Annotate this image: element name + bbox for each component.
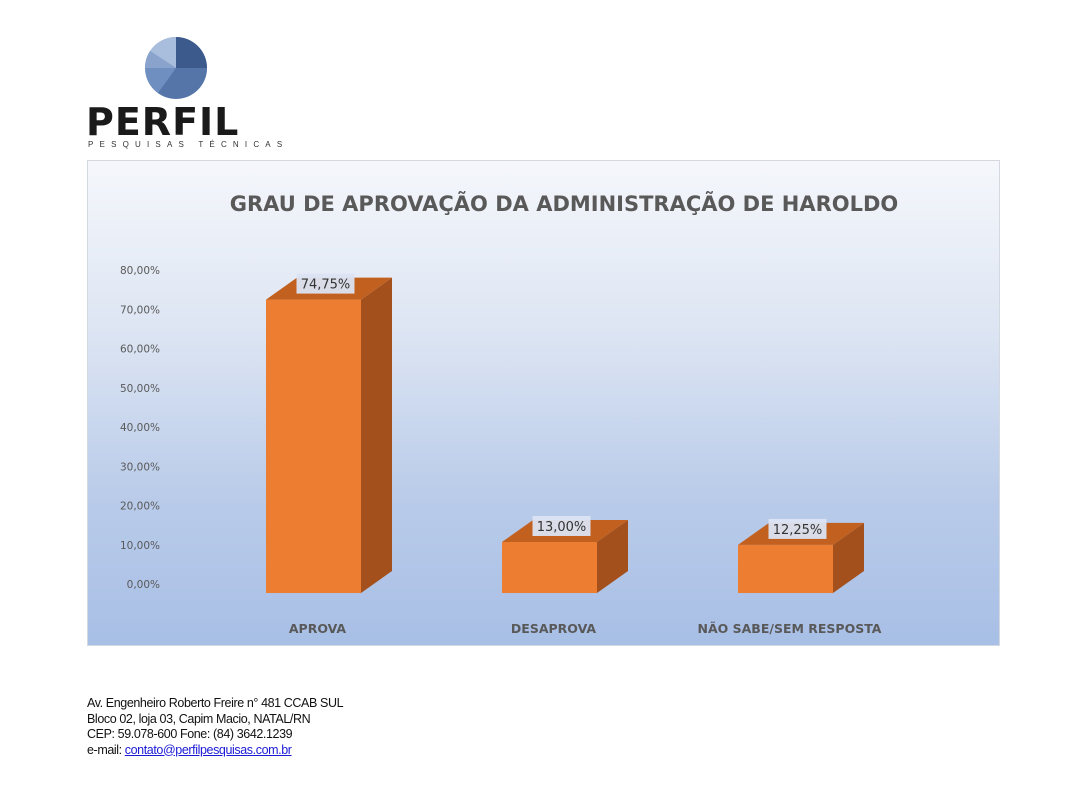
data-label: 74,75% — [301, 278, 351, 293]
email-line: e-mail: contato@perfilpesquisas.com.br — [87, 743, 343, 759]
logo-tagline: PESQUISAS TÉCNICAS — [88, 140, 289, 149]
y-tick-label: 20,00% — [120, 501, 160, 513]
data-label: 13,00% — [537, 520, 587, 535]
category-label: DESAPROVA — [511, 621, 596, 636]
bar-side — [597, 519, 628, 593]
bar-front — [502, 541, 597, 593]
data-label: 12,25% — [773, 523, 823, 538]
category-label: NÃO SABE/SEM RESPOSTA — [698, 621, 882, 636]
email-label: e-mail: — [87, 742, 125, 757]
x-axis: APROVA DESAPROVA NÃO SABE/SEM RESPOSTA — [289, 621, 882, 636]
category-label: APROVA — [289, 621, 347, 636]
y-tick-label: 0,00% — [127, 579, 160, 591]
data-label-box — [532, 515, 591, 536]
data-label-box — [768, 518, 827, 539]
bar-3d: 12,25% — [738, 518, 864, 593]
bar-front — [266, 299, 361, 593]
footer-address: Av. Engenheiro Roberto Freire n° 481 CCA… — [87, 696, 344, 759]
y-tick-label: 40,00% — [120, 422, 160, 434]
y-tick-label: 50,00% — [120, 383, 160, 395]
email-link[interactable]: contato@perfilpesquisas.com.br — [124, 742, 292, 757]
bar-front — [738, 544, 833, 593]
y-axis: 0,00% 10,00% 20,00% 30,00% 40,00% 50,00% 60,00… — [120, 265, 160, 591]
bar-3d: 74,75% — [266, 273, 392, 593]
address-line-3: CEP: 59.078-600 Fone: (84) 3642.1239 — [87, 727, 293, 741]
bar-side — [833, 522, 864, 593]
y-tick-label: 30,00% — [120, 461, 160, 473]
bars-group: 74,75% 13,00% 12,25% — [266, 273, 864, 593]
address-line-2: Bloco 02, loja 03, Capim Macio, NATAL/RN — [87, 711, 311, 726]
bar-side — [361, 277, 392, 593]
y-tick-label: 80,00% — [120, 265, 160, 277]
perfil-logo — [144, 36, 207, 99]
bar-3d: 13,00% — [502, 515, 628, 593]
data-label-box — [296, 273, 355, 294]
chart-title: GRAU DE APROVAÇÃO DA ADMINISTRAÇÃO DE HA… — [230, 191, 899, 216]
address-line-1: Av. Engenheiro Roberto Freire n° 481 CCA… — [87, 696, 344, 710]
y-tick-label: 60,00% — [120, 344, 160, 356]
y-tick-label: 10,00% — [120, 540, 160, 552]
logo-wordmark: PERFIL — [86, 100, 240, 144]
y-tick-label: 70,00% — [120, 304, 160, 316]
chart-area: GRAU DE APROVAÇÃO DA ADMINISTRAÇÃO DE HA… — [87, 160, 1000, 646]
pie-logo-icon — [144, 36, 207, 99]
bar-chart: GRAU DE APROVAÇÃO DA ADMINISTRAÇÃO DE HA… — [120, 191, 899, 636]
